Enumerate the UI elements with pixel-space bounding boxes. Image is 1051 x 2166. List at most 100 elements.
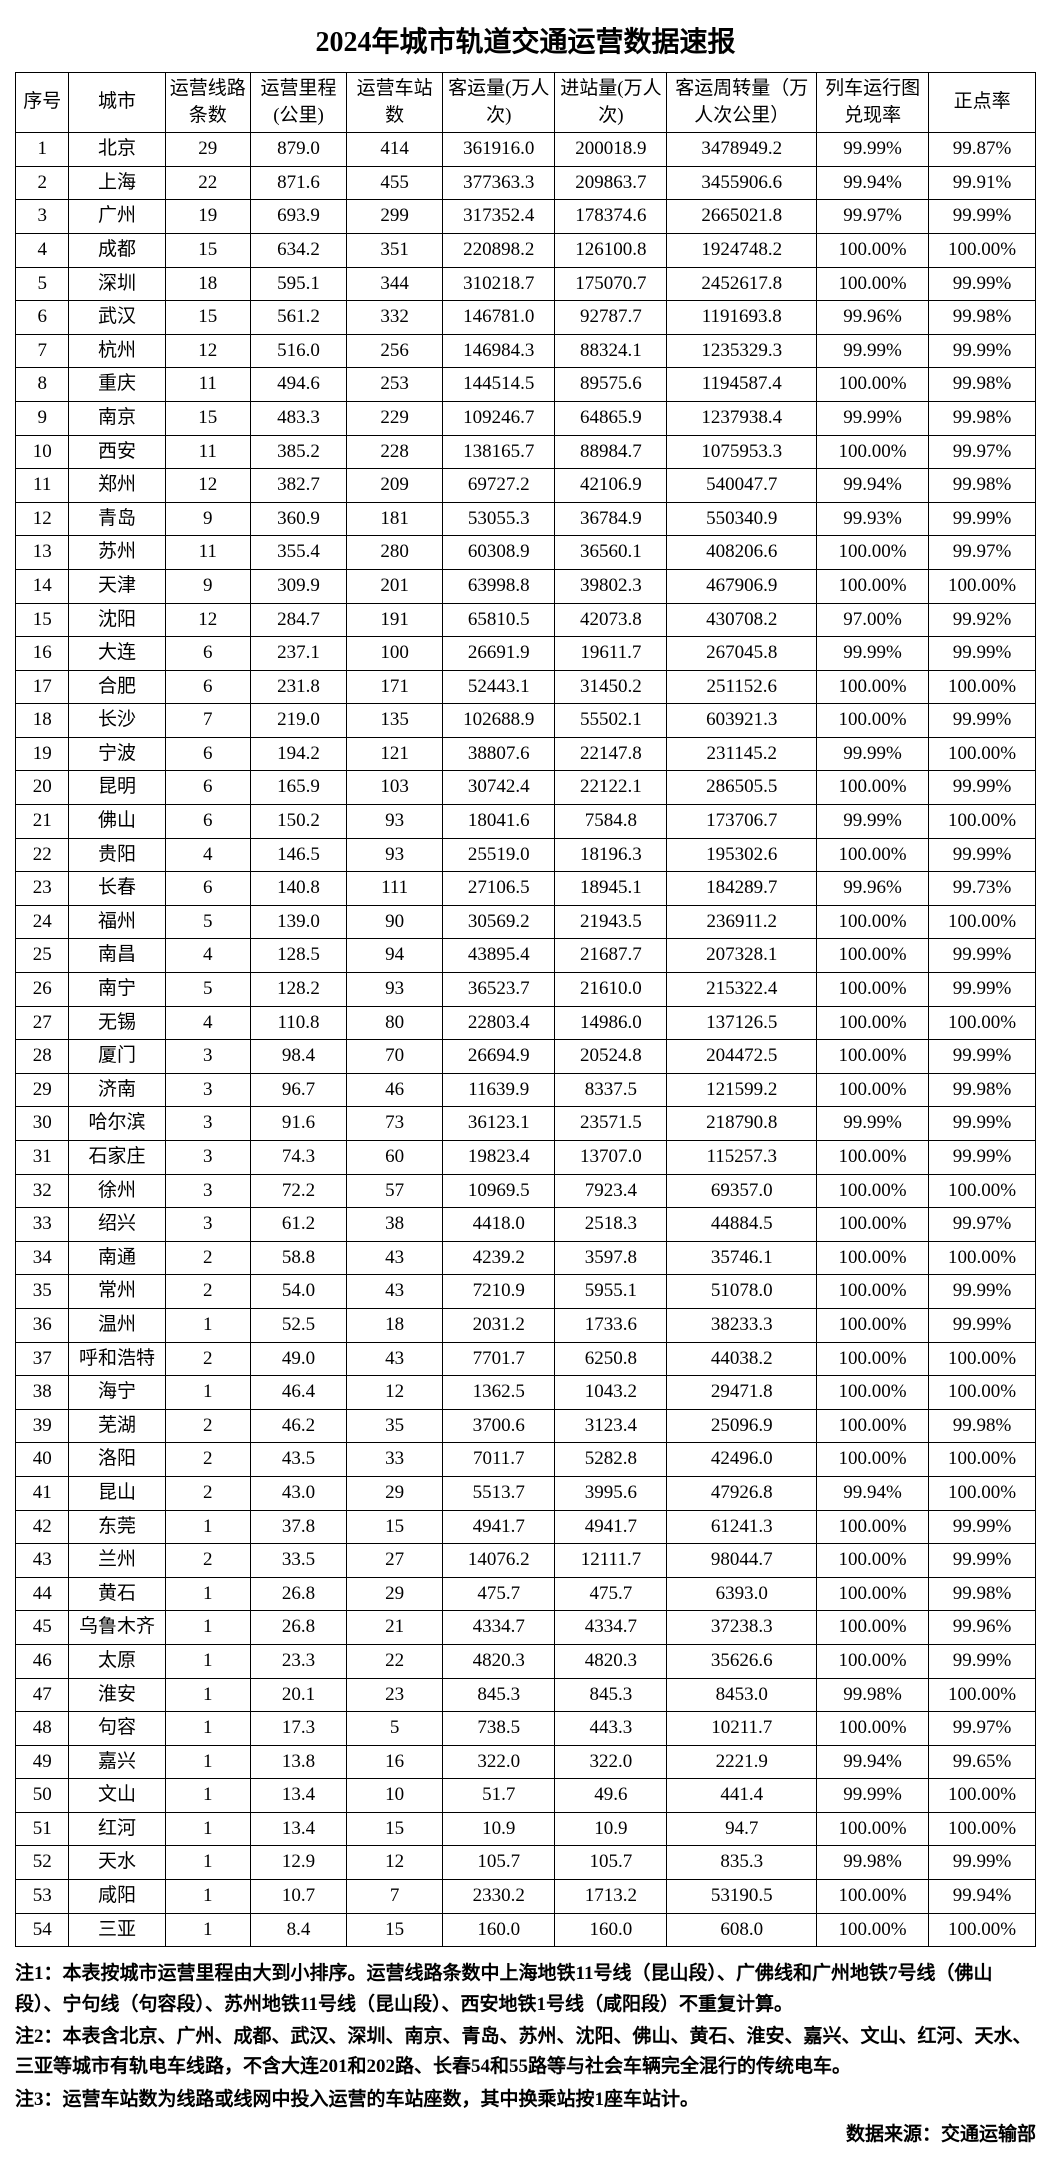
table-cell: 100.00% — [929, 569, 1036, 603]
table-cell: 郑州 — [69, 469, 165, 503]
table-cell: 4334.7 — [555, 1611, 667, 1645]
table-cell: 52.5 — [250, 1308, 346, 1342]
table-cell: 99.94% — [817, 469, 929, 503]
table-cell: 99.99% — [929, 1141, 1036, 1175]
table-cell: 1043.2 — [555, 1376, 667, 1410]
table-cell: 10 — [347, 1779, 443, 1813]
table-cell: 49 — [16, 1745, 69, 1779]
table-cell: 2031.2 — [443, 1308, 555, 1342]
table-cell: 芜湖 — [69, 1409, 165, 1443]
table-row: 38海宁146.4121362.51043.229471.8100.00%100… — [16, 1376, 1036, 1410]
table-cell: 361916.0 — [443, 133, 555, 167]
table-cell: 18041.6 — [443, 805, 555, 839]
table-cell: 32 — [16, 1174, 69, 1208]
table-row: 32徐州372.25710969.57923.469357.0100.00%10… — [16, 1174, 1036, 1208]
table-cell: 25 — [16, 939, 69, 973]
table-cell: 173706.7 — [667, 805, 817, 839]
data-table: 序号 城市 运营线路条数 运营里程(公里) 运营车站数 客运量(万人次) 进站量… — [15, 72, 1036, 1947]
table-cell: 121 — [347, 737, 443, 771]
table-cell: 14986.0 — [555, 1006, 667, 1040]
table-row: 34南通258.8434239.23597.835746.1100.00%100… — [16, 1241, 1036, 1275]
table-cell: 309.9 — [250, 569, 346, 603]
table-cell: 738.5 — [443, 1712, 555, 1746]
table-cell: 7 — [165, 704, 250, 738]
table-cell: 3455906.6 — [667, 166, 817, 200]
table-cell: 430708.2 — [667, 603, 817, 637]
table-row: 13苏州11355.428060308.936560.1408206.6100.… — [16, 536, 1036, 570]
table-cell: 武汉 — [69, 301, 165, 335]
table-row: 21佛山6150.29318041.67584.8173706.799.99%1… — [16, 805, 1036, 839]
table-cell: 99.94% — [817, 1745, 929, 1779]
table-cell: 22147.8 — [555, 737, 667, 771]
table-row: 36温州152.5182031.21733.638233.3100.00%99.… — [16, 1308, 1036, 1342]
table-cell: 3597.8 — [555, 1241, 667, 1275]
table-cell: 6 — [165, 637, 250, 671]
table-row: 6武汉15561.2332146781.092787.71191693.899.… — [16, 301, 1036, 335]
table-cell: 99.97% — [929, 435, 1036, 469]
table-cell: 11 — [165, 536, 250, 570]
table-cell: 93 — [347, 805, 443, 839]
table-cell: 443.3 — [555, 1712, 667, 1746]
table-cell: 3478949.2 — [667, 133, 817, 167]
table-cell: 23 — [16, 872, 69, 906]
table-cell: 100.00% — [929, 1342, 1036, 1376]
table-cell: 494.6 — [250, 368, 346, 402]
table-cell: 99.98% — [929, 1577, 1036, 1611]
table-cell: 5 — [347, 1712, 443, 1746]
table-cell: 100.00% — [817, 1376, 929, 1410]
table-cell: 54 — [16, 1913, 69, 1947]
table-cell: 淮安 — [69, 1678, 165, 1712]
table-cell: 6393.0 — [667, 1577, 817, 1611]
note-2: 注2：本表含北京、广州、成都、武汉、深圳、南京、青岛、苏州、沈阳、佛山、黄石、淮… — [15, 2022, 1036, 2083]
table-cell: 229 — [347, 401, 443, 435]
table-cell: 13.8 — [250, 1745, 346, 1779]
table-cell: 23571.5 — [555, 1107, 667, 1141]
table-cell: 99.98% — [929, 368, 1036, 402]
table-cell: 4334.7 — [443, 1611, 555, 1645]
table-cell: 南宁 — [69, 973, 165, 1007]
table-cell: 60 — [347, 1141, 443, 1175]
table-cell: 99.99% — [929, 771, 1036, 805]
table-cell: 3700.6 — [443, 1409, 555, 1443]
table-row: 1北京29879.0414361916.0200018.93478949.299… — [16, 133, 1036, 167]
table-cell: 99.99% — [929, 704, 1036, 738]
table-cell: 99.96% — [817, 872, 929, 906]
table-cell: 成都 — [69, 233, 165, 267]
table-cell: 100.00% — [817, 1141, 929, 1175]
table-cell: 100.00% — [817, 1443, 929, 1477]
table-row: 25南昌4128.59443895.421687.7207328.1100.00… — [16, 939, 1036, 973]
table-cell: 15 — [347, 1812, 443, 1846]
table-cell: 51 — [16, 1812, 69, 1846]
table-cell: 3995.6 — [555, 1476, 667, 1510]
table-cell: 9 — [165, 569, 250, 603]
table-cell: 100.00% — [817, 670, 929, 704]
table-cell: 29 — [165, 133, 250, 167]
table-cell: 10211.7 — [667, 1712, 817, 1746]
col-header-punctual: 正点率 — [929, 73, 1036, 133]
table-cell: 184289.7 — [667, 872, 817, 906]
table-cell: 99.99% — [929, 1510, 1036, 1544]
table-cell: 红河 — [69, 1812, 165, 1846]
table-cell: 2452617.8 — [667, 267, 817, 301]
table-cell: 286505.5 — [667, 771, 817, 805]
table-cell: 济南 — [69, 1073, 165, 1107]
table-cell: 33 — [16, 1208, 69, 1242]
table-cell: 4941.7 — [555, 1510, 667, 1544]
table-cell: 4941.7 — [443, 1510, 555, 1544]
table-cell: 195302.6 — [667, 838, 817, 872]
table-cell: 99.92% — [929, 603, 1036, 637]
table-row: 10西安11385.2228138165.788984.71075953.310… — [16, 435, 1036, 469]
table-cell: 21 — [16, 805, 69, 839]
table-cell: 36123.1 — [443, 1107, 555, 1141]
table-cell: 1 — [165, 1644, 250, 1678]
table-cell: 332 — [347, 301, 443, 335]
table-cell: 845.3 — [443, 1678, 555, 1712]
table-cell: 99.99% — [929, 334, 1036, 368]
table-cell: 14076.2 — [443, 1544, 555, 1578]
table-cell: 33 — [347, 1443, 443, 1477]
table-cell: 475.7 — [555, 1577, 667, 1611]
table-row: 49嘉兴113.816322.0322.02221.999.94%99.65% — [16, 1745, 1036, 1779]
table-cell: 100 — [347, 637, 443, 671]
table-cell: 27106.5 — [443, 872, 555, 906]
table-cell: 57 — [347, 1174, 443, 1208]
